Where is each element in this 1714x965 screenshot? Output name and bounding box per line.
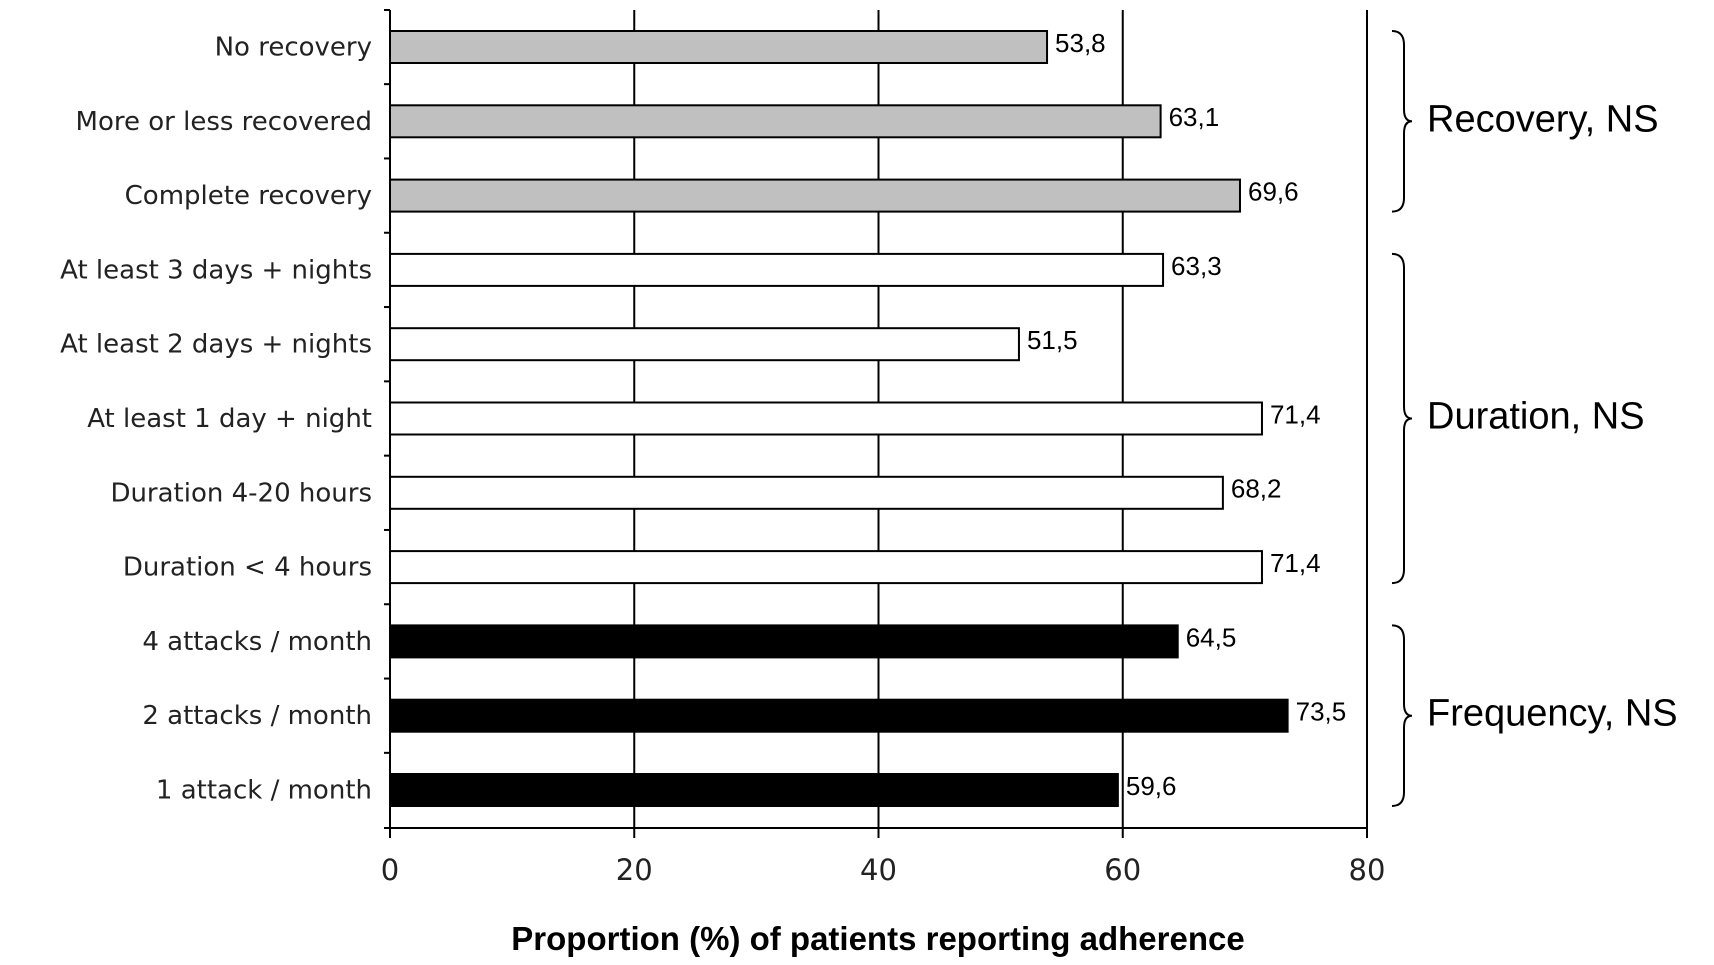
category-label: At least 3 days + nights	[60, 255, 372, 285]
axes: 0 20 40 60 80	[381, 9, 1386, 887]
bar	[389, 773, 1119, 807]
category-label: 2 attacks / month	[142, 701, 372, 731]
bar	[389, 624, 1179, 659]
data-label: 59,6	[1126, 771, 1177, 801]
category-label: At least 1 day + night	[87, 404, 372, 434]
data-label: 51,5	[1027, 325, 1078, 355]
bar	[389, 252, 1165, 287]
bar	[389, 327, 1020, 362]
group-brace	[1391, 624, 1413, 807]
group-label: Frequency, NS	[1427, 693, 1678, 735]
bar	[389, 475, 1224, 510]
category-label: No recovery	[215, 33, 372, 63]
data-label: 63,3	[1171, 251, 1222, 281]
x-tick-label: 80	[1349, 853, 1386, 887]
x-tick-label: 0	[381, 853, 399, 887]
group-brace	[1391, 252, 1413, 585]
data-label: 73,5	[1296, 697, 1347, 727]
bar	[389, 104, 1162, 139]
category-label: More or less recovered	[76, 107, 372, 137]
bar	[389, 550, 1263, 585]
category-label: Duration 4-20 hours	[110, 478, 372, 508]
bars	[389, 30, 1289, 807]
data-label: 71,4	[1270, 548, 1321, 578]
labels: 53,8 No recovery 63,1 More or less recovere…	[60, 28, 1346, 806]
data-label: 68,2	[1231, 474, 1282, 504]
category-label: 1 attack / month	[156, 776, 372, 806]
x-tick-label: 60	[1104, 853, 1141, 887]
data-label: 71,4	[1270, 399, 1321, 429]
group-label: Duration, NS	[1427, 396, 1645, 438]
bar	[389, 401, 1263, 436]
group-brace	[1391, 30, 1413, 213]
x-tick-label: 20	[616, 853, 653, 887]
data-label: 63,1	[1169, 102, 1220, 132]
data-label: 53,8	[1055, 28, 1106, 58]
x-axis-title: Proportion (%) of patients reporting adh…	[511, 920, 1244, 957]
category-label: 4 attacks / month	[142, 627, 372, 657]
category-label: Duration < 4 hours	[123, 553, 372, 583]
x-tick-label: 40	[860, 853, 897, 887]
category-label: At least 2 days + nights	[60, 330, 372, 360]
bar	[389, 30, 1049, 64]
bar	[389, 698, 1289, 733]
data-label: 64,5	[1186, 622, 1237, 652]
category-label: Complete recovery	[125, 181, 372, 211]
group-label: Recovery, NS	[1427, 98, 1659, 140]
group-brackets: Recovery, NS Duration, NS Frequency, NS	[1391, 30, 1678, 807]
data-label: 69,6	[1248, 176, 1299, 206]
bar	[389, 178, 1241, 213]
